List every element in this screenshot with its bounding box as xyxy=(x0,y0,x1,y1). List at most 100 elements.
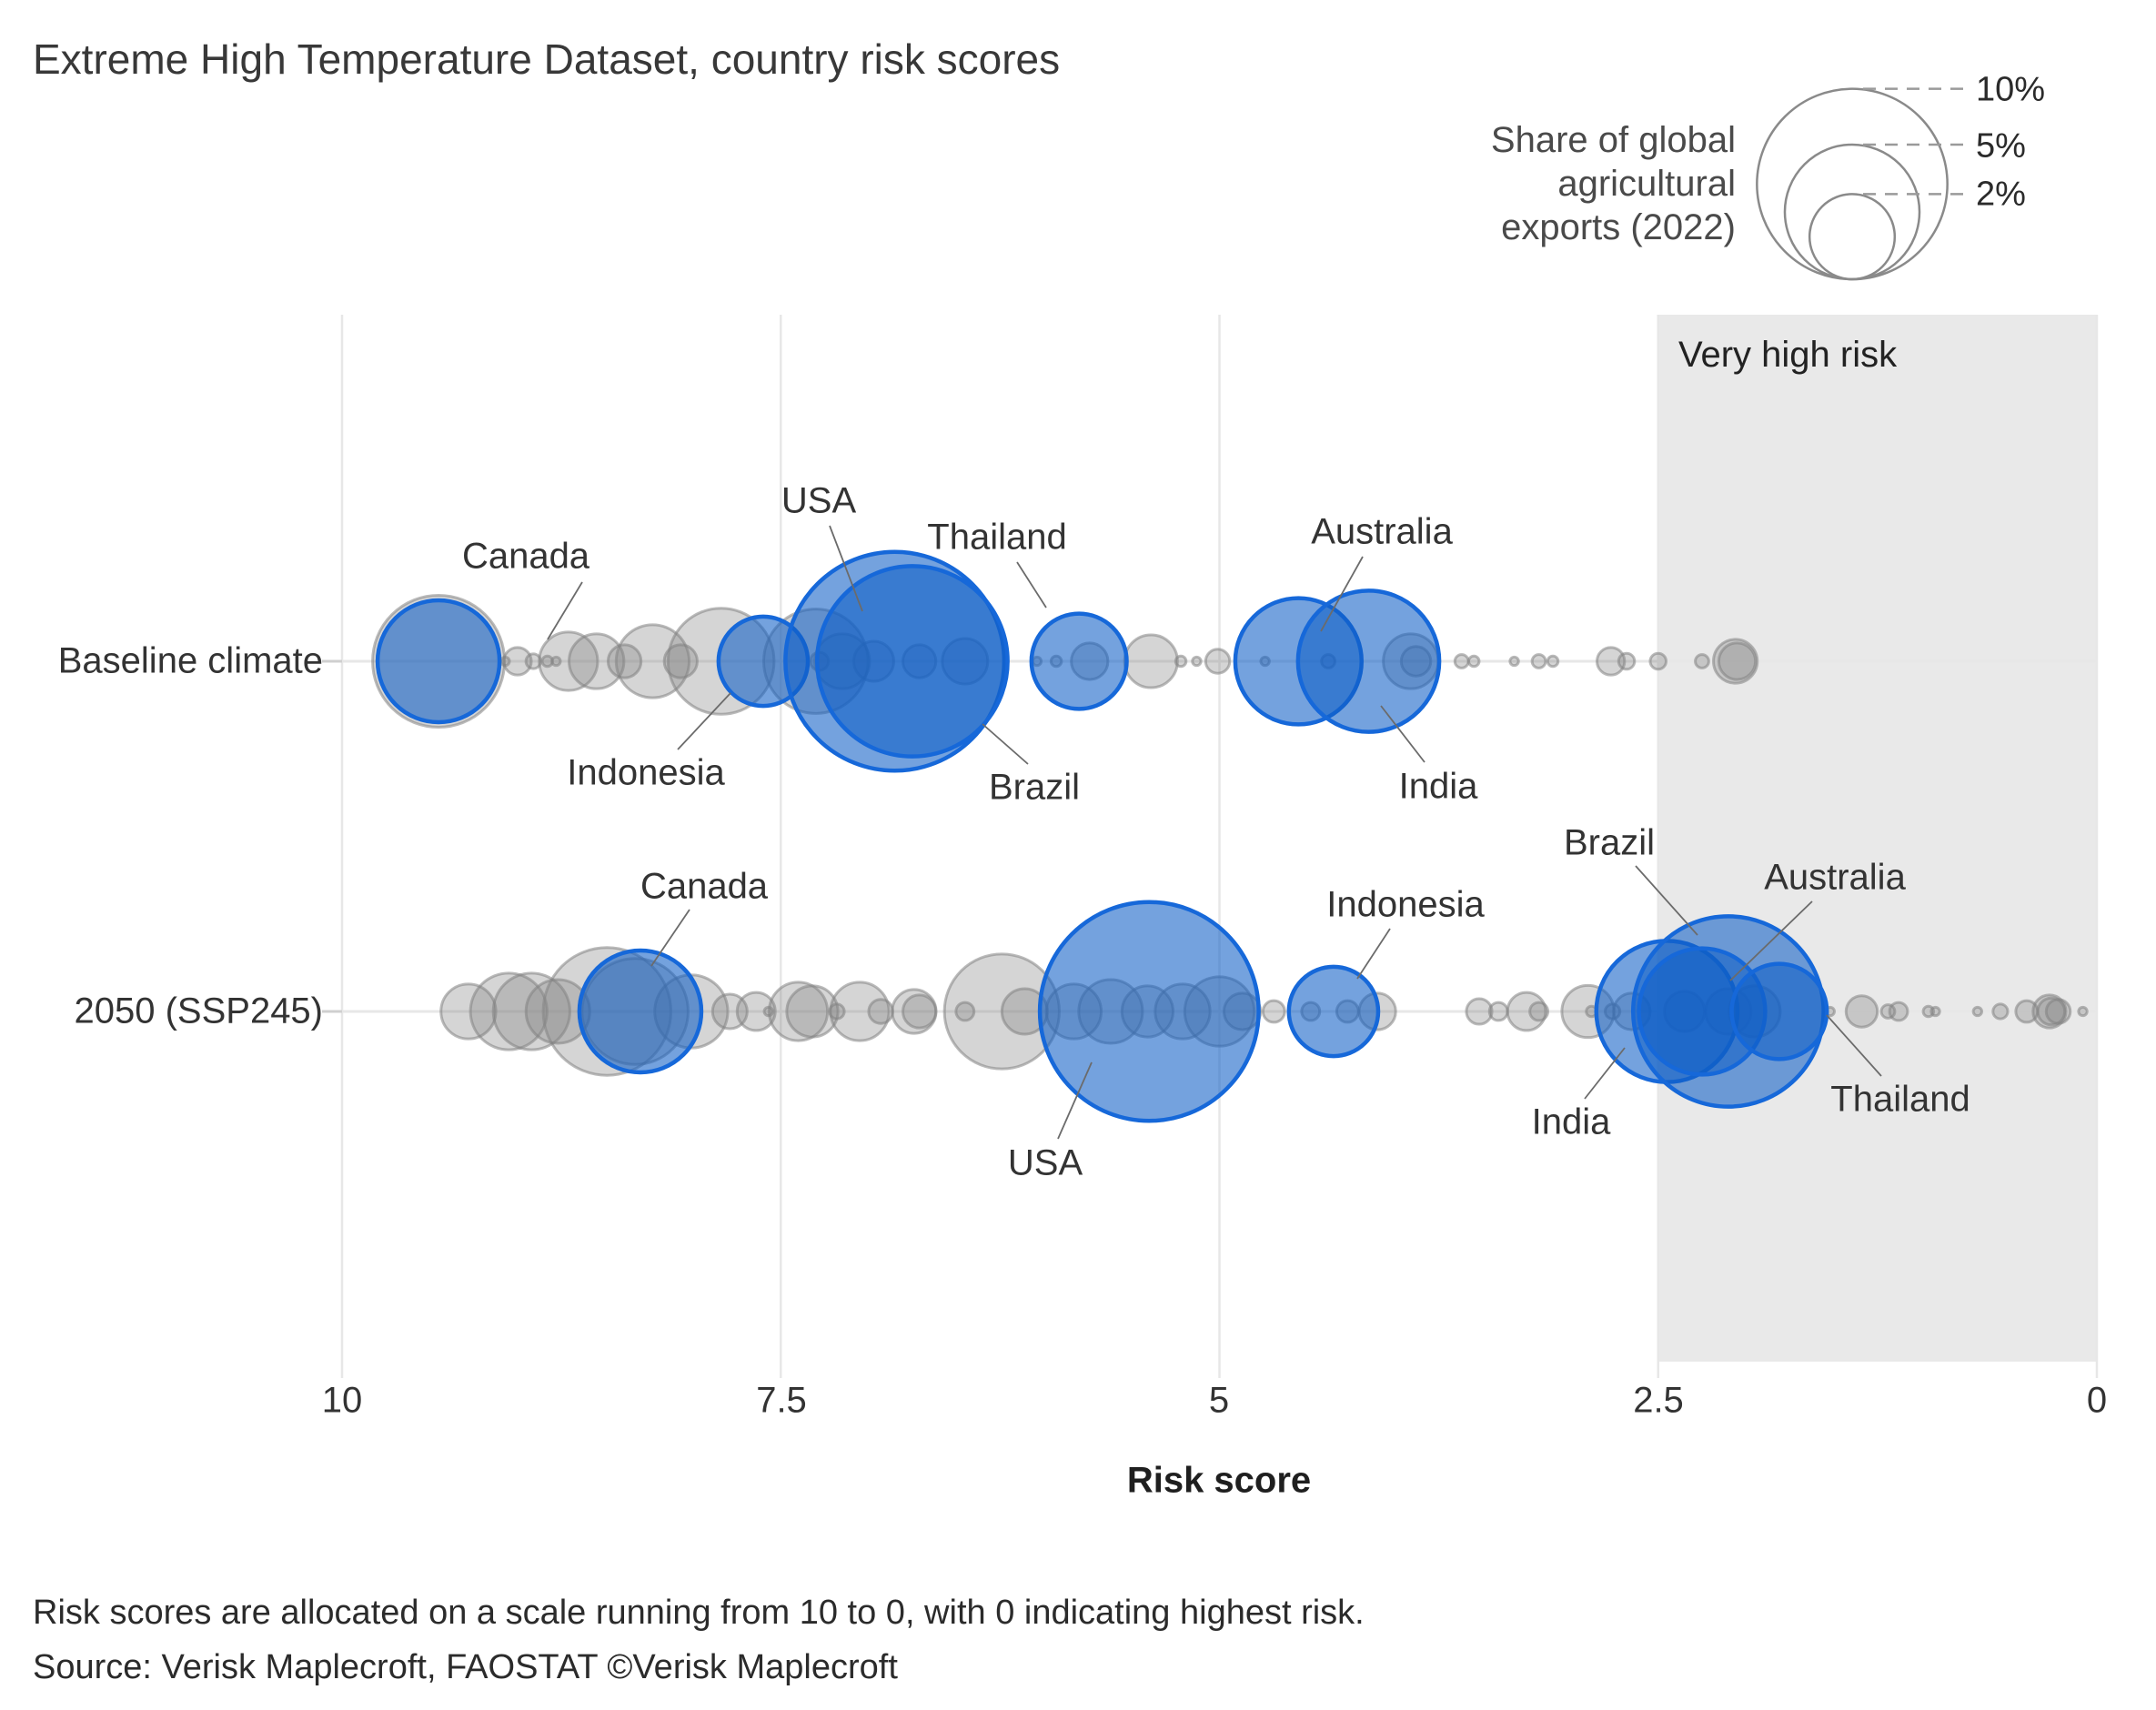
country-label-usa-row0: USA xyxy=(781,480,857,521)
country-label-india-row0: India xyxy=(1398,766,1478,807)
bubble-other xyxy=(1261,999,1286,1024)
bubble-other xyxy=(1879,1003,1897,1020)
x-tick-7-5: 7.5 xyxy=(756,1380,807,1421)
bubble-indonesia xyxy=(1286,964,1381,1059)
legend-size-label-5pct: 5% xyxy=(1976,126,2026,166)
bubble-other xyxy=(767,981,830,1042)
bubble-other xyxy=(1204,648,1232,675)
country-label-indonesia-row0: Indonesia xyxy=(567,752,725,793)
bubble-other xyxy=(568,632,626,690)
bubble-other xyxy=(2044,998,2072,1025)
legend-caption: Share of global agricultural exports (20… xyxy=(1354,118,1736,249)
bubble-usa xyxy=(1037,900,1261,1123)
bubble-other xyxy=(606,643,643,679)
bubble-other xyxy=(1528,1001,1550,1022)
leader-canada-row1 xyxy=(650,909,690,967)
leader-usa-row0 xyxy=(829,525,863,612)
page-title: Extreme High Temperature Dataset, countr… xyxy=(33,35,1061,83)
footnote-risk-scale: Risk scores are allocated on a scale run… xyxy=(33,1594,1365,1632)
country-label-australia-row0: Australia xyxy=(1311,511,1453,552)
legend-caption-line: Share of global xyxy=(1490,120,1736,160)
leader-canada-row0 xyxy=(547,581,583,640)
bubble-other xyxy=(828,1002,846,1021)
bubble-other xyxy=(1174,654,1188,669)
bubble-other xyxy=(1453,653,1470,669)
x-tick-2-5: 2.5 xyxy=(1633,1380,1684,1421)
legend-caption-line: agricultural xyxy=(1557,164,1736,204)
x-tick-5: 5 xyxy=(1208,1380,1230,1421)
bubble-other xyxy=(2077,1005,2089,1018)
legend-size-circle-2pct xyxy=(1808,193,1897,281)
row-label-baseline: Baseline climate xyxy=(57,640,323,681)
legend-size-label-10pct: 10% xyxy=(1976,70,2046,109)
country-label-canada-row1: Canada xyxy=(640,866,769,907)
bubble-other xyxy=(867,998,894,1025)
legend-size-circle-10pct xyxy=(1756,87,1949,281)
country-label-thailand-row1: Thailand xyxy=(1830,1079,1970,1120)
bubble-other xyxy=(954,1001,976,1022)
leader-brazil-row0 xyxy=(982,723,1029,765)
legend-caption-line: exports (2022) xyxy=(1501,207,1736,247)
bubble-other xyxy=(1530,653,1547,669)
bubble-other xyxy=(502,646,533,677)
bubble-other xyxy=(550,655,562,668)
bubble-other xyxy=(491,971,571,1051)
leader-india-row1 xyxy=(1584,1047,1626,1100)
bubble-thailand xyxy=(1029,611,1129,711)
bubble-brazil xyxy=(815,564,1010,759)
x-tick-0: 0 xyxy=(2086,1380,2108,1421)
country-label-india-row1: India xyxy=(1531,1101,1611,1142)
leader-australia-row0 xyxy=(1320,556,1364,632)
country-label-canada-row0: Canada xyxy=(461,536,590,577)
bubble-other xyxy=(1595,646,1627,677)
bubble-other xyxy=(785,984,840,1039)
leader-india-row0 xyxy=(1380,705,1426,763)
bubble-other xyxy=(1465,997,1494,1026)
row-label-2050: 2050 (SSP245) xyxy=(74,991,323,1031)
bubble-canada xyxy=(375,598,502,725)
bubble-other xyxy=(662,643,699,679)
leader-indonesia-row0 xyxy=(677,692,731,750)
bubble-other xyxy=(614,623,691,699)
bubble-other xyxy=(1191,655,1203,668)
bubble-other xyxy=(1929,1005,1941,1018)
bubble-other xyxy=(1466,654,1481,669)
very-high-risk-region-label: Very high risk xyxy=(1678,335,1898,375)
leader-thailand-row1 xyxy=(1826,1014,1882,1077)
bubble-other xyxy=(1487,1001,1509,1022)
bubble-india xyxy=(1295,588,1442,734)
country-label-usa-row1: USA xyxy=(1007,1142,1083,1183)
leader-thailand-row0 xyxy=(1016,561,1047,609)
x-axis-title: Risk score xyxy=(1126,1460,1312,1501)
leader-brazil-row1 xyxy=(1635,865,1698,936)
bubble-canada xyxy=(577,948,704,1075)
bubble-thailand xyxy=(1729,961,1829,1061)
bubble-other xyxy=(1712,638,1759,685)
bubble-other xyxy=(1508,655,1520,668)
bubble-other xyxy=(1844,994,1879,1029)
bubble-other xyxy=(1546,654,1560,669)
bubble-other xyxy=(1694,653,1710,669)
country-label-australia-row1: Australia xyxy=(1764,857,1906,898)
bubble-other xyxy=(524,652,542,670)
bubble-other xyxy=(1617,651,1637,671)
bubble-other xyxy=(1648,651,1668,671)
country-label-indonesia-row1: Indonesia xyxy=(1326,884,1485,925)
footnote-source: Source: Verisk Maplecroft, FAOSTAT ©Veri… xyxy=(33,1648,898,1686)
country-label-brazil-row1: Brazil xyxy=(1563,822,1656,863)
leader-australia-row1 xyxy=(1729,900,1813,981)
bubble-other xyxy=(2014,999,2040,1024)
bubble-other xyxy=(735,991,777,1032)
bubble-other xyxy=(1991,1002,2010,1021)
legend-size-label-2pct: 2% xyxy=(1976,175,2026,214)
country-label-brazil-row0: Brazil xyxy=(988,767,1081,808)
bubble-other xyxy=(902,993,938,1030)
bubble-other xyxy=(1717,641,1758,681)
bubble-other xyxy=(499,655,511,668)
bubble-other xyxy=(439,982,498,1041)
x-tick-10: 10 xyxy=(321,1380,363,1421)
bubble-other xyxy=(710,992,749,1031)
bubble-other xyxy=(1971,1005,1984,1018)
